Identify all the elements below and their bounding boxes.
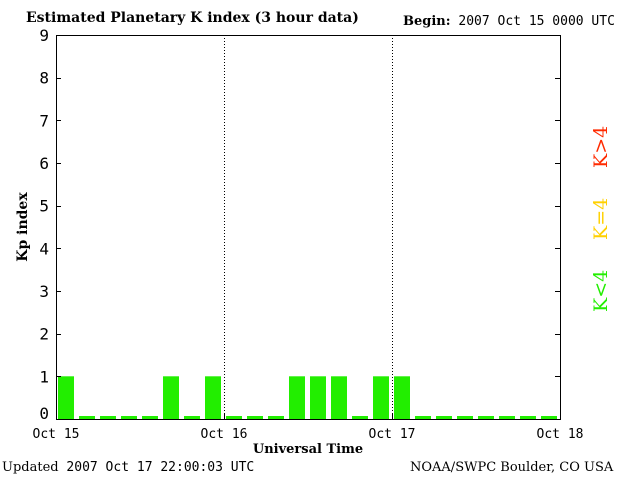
- kp-bar: [499, 416, 515, 419]
- y-tick-label: 5: [39, 197, 49, 216]
- x-axis: Oct 15 Oct 16 Oct 17 Oct 18: [33, 413, 584, 442]
- y-tick-label: 1: [39, 367, 49, 386]
- kp-bar: [520, 416, 536, 419]
- kp-bar: [478, 416, 494, 419]
- y-tick-label: 3: [39, 282, 49, 301]
- day-dividers: [224, 35, 393, 419]
- kp-bar: [205, 376, 221, 419]
- kp-bar: [457, 416, 473, 419]
- source-credit: NOAA/SWPC Boulder, CO USA: [410, 460, 614, 475]
- x-tick-label: Oct 18: [537, 427, 584, 442]
- kp-bar: [310, 376, 326, 419]
- kp-bar: [541, 416, 557, 419]
- legend-k-less-4: K<4: [590, 269, 612, 312]
- kp-bar: [121, 416, 137, 419]
- begin-time: Begin: 2007 Oct 15 0000 UTC: [403, 14, 615, 29]
- legend-k-greater-4: K>4: [590, 125, 612, 168]
- y-tick-label: 4: [39, 239, 49, 258]
- x-tick-label: Oct 17: [369, 427, 416, 442]
- chart-title: Estimated Planetary K index (3 hour data…: [26, 10, 359, 26]
- y-tick-label: 6: [39, 154, 49, 173]
- kp-bar: [352, 416, 368, 419]
- kp-bar: [79, 416, 95, 419]
- kp-bar: [436, 416, 452, 419]
- kp-bar: [58, 376, 74, 419]
- begin-label: Begin:: [403, 14, 451, 29]
- kp-bar: [331, 376, 347, 419]
- kp-bar: [100, 416, 116, 419]
- legend-k-equal-4: K=4: [590, 197, 612, 240]
- kp-bar: [373, 376, 389, 419]
- y-axis-label: Kp index: [15, 192, 31, 262]
- kp-bar: [394, 376, 410, 419]
- bars: [58, 376, 557, 419]
- x-tick-label: Oct 16: [201, 427, 248, 442]
- kp-bar: [268, 416, 284, 419]
- kp-bar: [184, 416, 200, 419]
- kp-bar: [247, 416, 263, 419]
- kp-bar: [226, 416, 242, 419]
- x-axis-label: Universal Time: [253, 442, 363, 457]
- updated-label: Updated: [2, 460, 59, 475]
- x-tick-label: Oct 15: [33, 427, 80, 442]
- begin-value: 2007 Oct 15 0000 UTC: [458, 14, 615, 29]
- updated-value: 2007 Oct 17 22:00:03 UTC: [66, 460, 255, 475]
- y-tick-label: 0: [39, 404, 49, 423]
- plot-frame: [56, 35, 561, 420]
- y-tick-label: 9: [39, 26, 49, 45]
- kp-bar: [289, 376, 305, 419]
- kp-bar: [415, 416, 431, 419]
- y-tick-label: 2: [39, 325, 49, 344]
- y-tick-label: 8: [39, 69, 49, 88]
- kp-bar: [163, 376, 179, 419]
- updated-timestamp: Updated 2007 Oct 17 22:00:03 UTC: [2, 460, 254, 475]
- y-axis: 0 1 2 3 4 5 6 7 8 9: [39, 26, 560, 423]
- y-tick-label: 7: [39, 111, 49, 130]
- kp-bar: [142, 416, 158, 419]
